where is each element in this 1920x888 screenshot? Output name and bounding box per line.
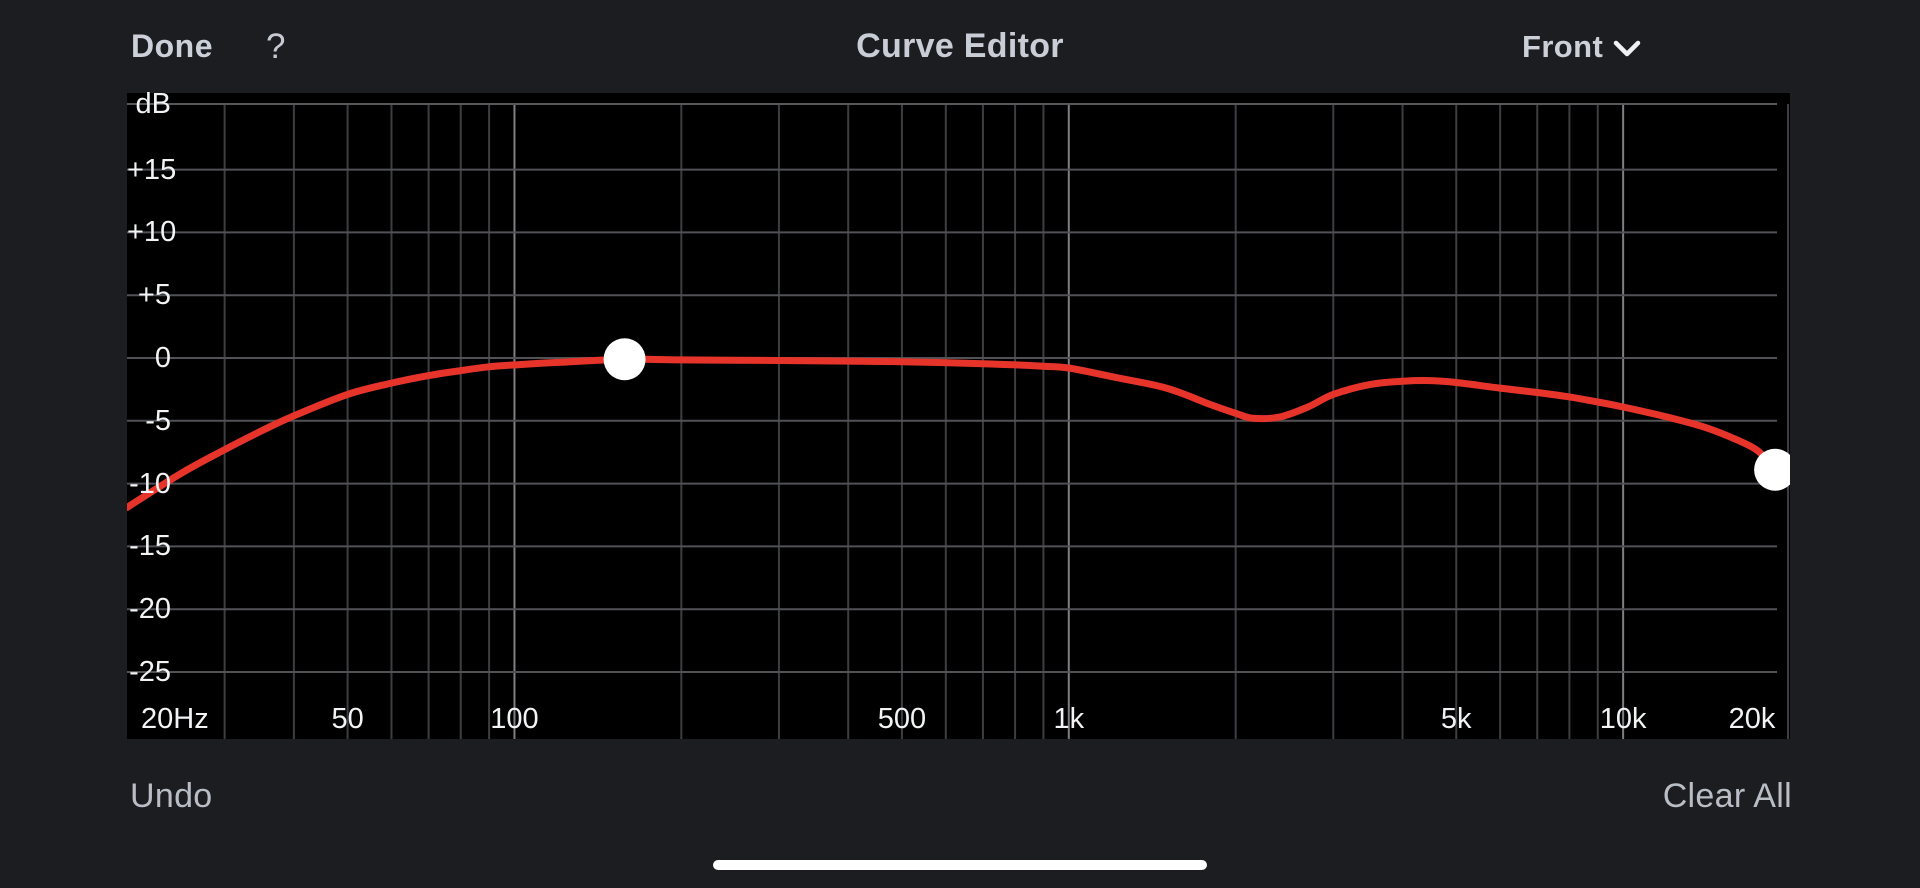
eq-plot[interactable]: dB +15 +10 +5 0 -5 -10 -15 -20 -25 20Hz 50 100 500 1k…: [127, 88, 1790, 739]
help-button[interactable]: ?: [266, 0, 285, 93]
undo-button[interactable]: Undo: [130, 739, 212, 854]
clear-all-button[interactable]: Clear All: [1663, 739, 1792, 854]
output-selector[interactable]: Front: [1522, 0, 1641, 93]
chevron-down-icon: [1613, 40, 1641, 58]
curve-handle[interactable]: [603, 338, 646, 381]
eq-curve-canvas[interactable]: [127, 93, 1790, 739]
page-title: Curve Editor: [856, 27, 1064, 65]
header: Done ? Curve Editor Front: [0, 0, 1920, 93]
done-button[interactable]: Done: [131, 0, 213, 93]
output-selector-label: Front: [1522, 28, 1604, 64]
eq-curve[interactable]: [127, 355, 1779, 511]
footer: Undo Clear All: [0, 739, 1920, 888]
curve-handle[interactable]: [1754, 448, 1790, 491]
home-indicator[interactable]: [713, 860, 1207, 870]
